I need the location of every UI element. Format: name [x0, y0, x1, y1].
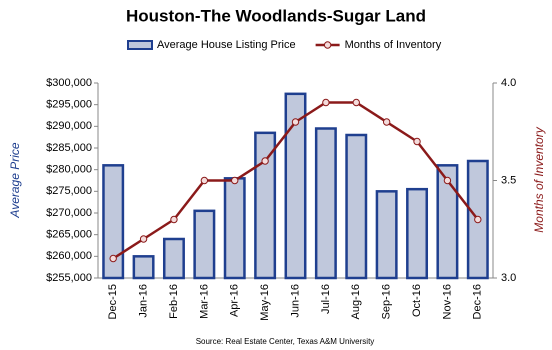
- y-tick-label: $290,000: [46, 120, 92, 132]
- bar: [345, 133, 368, 280]
- x-tick-label: Dec-16: [472, 284, 484, 319]
- legend-label: Average House Listing Price: [157, 39, 296, 51]
- y-tick-label: $300,000: [46, 77, 92, 89]
- line-marker: [413, 137, 421, 146]
- x-tick-label: Jul-16: [320, 284, 332, 314]
- bar: [132, 255, 155, 280]
- line-marker: [200, 176, 209, 185]
- y2-tick-label: 3.0: [501, 272, 516, 284]
- y-tick-label: $280,000: [46, 164, 92, 176]
- x-tick-label: Mar-16: [198, 284, 210, 319]
- y-tick-label: $265,000: [46, 229, 92, 241]
- line-marker: [170, 215, 178, 224]
- line-marker: [109, 254, 117, 263]
- x-tick-label: Jan-16: [137, 284, 149, 318]
- y2-axis-title: Months of Inventory: [532, 126, 546, 232]
- bar: [406, 187, 429, 280]
- y2-tick-label: 3.5: [501, 174, 516, 186]
- y-axis-title: Average Price: [8, 142, 22, 218]
- legend-label: Months of Inventory: [345, 39, 442, 51]
- line-marker: [231, 176, 239, 185]
- bar: [223, 177, 246, 280]
- legend-marker: [323, 41, 332, 49]
- chart-title: Houston-The Woodlands-Sugar Land: [126, 6, 426, 25]
- bar: [102, 164, 125, 280]
- y-tick-label: $270,000: [46, 207, 92, 219]
- y-tick-label: $275,000: [46, 185, 92, 197]
- x-tick-label: Apr-16: [229, 284, 241, 317]
- x-tick-label: Jun-16: [289, 284, 301, 318]
- x-tick-label: Dec-15: [107, 284, 119, 319]
- y2-tick-label: 4.0: [501, 77, 516, 89]
- bar: [375, 190, 398, 280]
- line-marker: [261, 157, 269, 165]
- line-marker: [474, 215, 482, 224]
- bar: [162, 237, 185, 280]
- line-marker: [291, 118, 300, 126]
- bar: [254, 131, 277, 280]
- line-marker: [322, 98, 330, 107]
- y-tick-label: $285,000: [46, 142, 92, 154]
- x-tick-label: Nov-16: [441, 284, 453, 319]
- x-tick-label: Aug-16: [350, 284, 362, 319]
- y-tick-label: $295,000: [46, 99, 92, 111]
- x-tick-label: Oct-16: [411, 284, 423, 317]
- x-tick-label: Sep-16: [381, 284, 393, 319]
- source-note: Source: Real Estate Center, Texas A&M Un…: [196, 337, 375, 346]
- bar: [193, 209, 216, 280]
- line-marker: [139, 235, 148, 243]
- bar: [436, 164, 459, 280]
- y-tick-label: $260,000: [46, 250, 92, 262]
- x-tick-label: Feb-16: [168, 284, 180, 319]
- x-tick-label: May-16: [259, 284, 271, 321]
- line-marker: [443, 176, 452, 185]
- line-marker: [352, 98, 360, 107]
- line-marker: [382, 118, 391, 126]
- bar: [284, 92, 307, 280]
- y-tick-label: $255,000: [46, 272, 92, 284]
- legend-swatch: [127, 40, 153, 50]
- bar: [314, 127, 337, 280]
